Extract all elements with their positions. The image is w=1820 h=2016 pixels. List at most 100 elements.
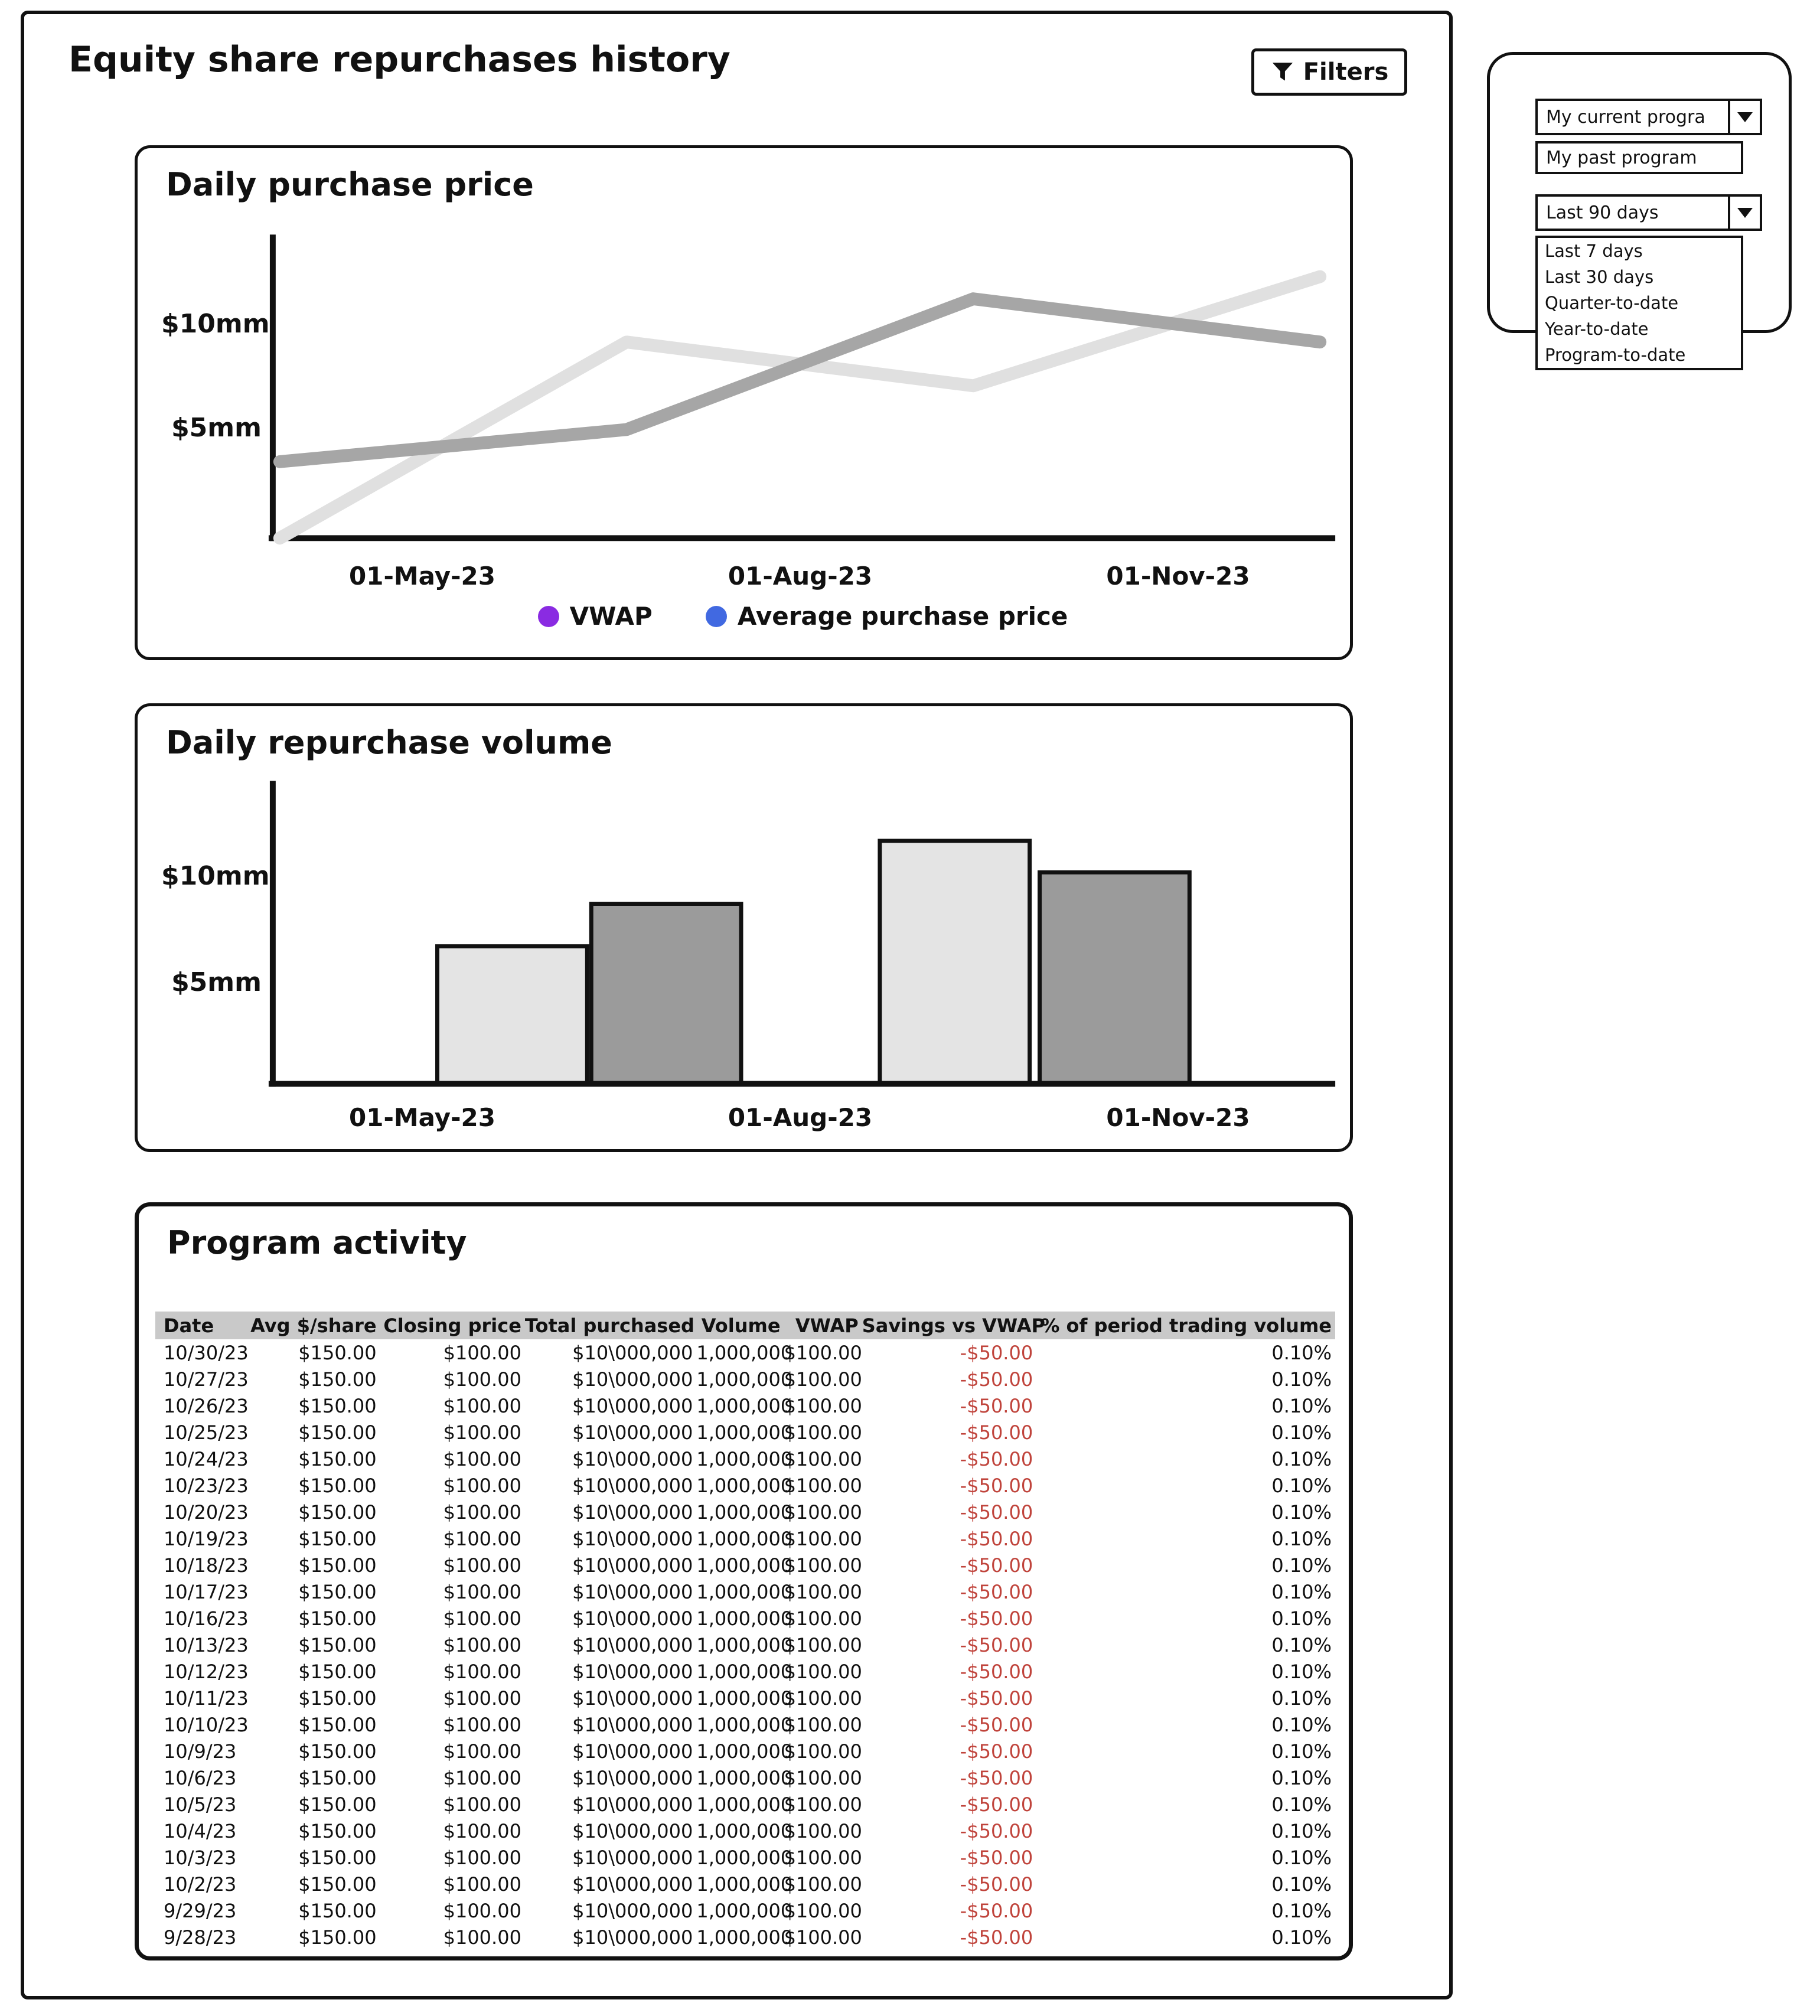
filters-button[interactable]: Filters bbox=[1251, 48, 1407, 96]
program-activity-body: 10/30/23 $150.00 $100.00 $10\000,000 1,000,0… bbox=[155, 1339, 1335, 1950]
main-panel: Equity share repurchases history Filters… bbox=[21, 11, 1453, 1999]
cell-volume: 1,000,000 bbox=[696, 1846, 793, 1869]
cell-date: 10/9/23 bbox=[164, 1740, 237, 1763]
cell-pct-of-period-trading-volume: 0.10% bbox=[1271, 1899, 1332, 1922]
cell-closing-price: $100.00 bbox=[443, 1421, 521, 1444]
cell-vwap: $100.00 bbox=[784, 1421, 862, 1444]
cell-savings-vs-vwap: -$50.00 bbox=[960, 1341, 1033, 1364]
cell-closing-price: $100.00 bbox=[443, 1686, 521, 1710]
cell-pct-of-period-trading-volume: 0.10% bbox=[1271, 1660, 1332, 1683]
cell-date: 10/27/23 bbox=[164, 1368, 249, 1391]
cell-pct-of-period-trading-volume: 0.10% bbox=[1271, 1474, 1332, 1497]
cell-total-purchased: $10\000,000 bbox=[572, 1873, 693, 1896]
daily-repurchase-volume-card: Daily repurchase volume $10mm $5mm 01-Ma… bbox=[135, 703, 1353, 1152]
table-row: 10/10/23 $150.00 $100.00 $10\000,000 1,000,0… bbox=[155, 1711, 1335, 1738]
legend-item-vwap: VWAP bbox=[537, 602, 653, 631]
cell-closing-price: $100.00 bbox=[443, 1713, 521, 1736]
cell-volume: 1,000,000 bbox=[696, 1713, 793, 1736]
cell-vwap: $100.00 bbox=[784, 1793, 862, 1816]
table-row: 10/23/23 $150.00 $100.00 $10\000,000 1,000,0… bbox=[155, 1472, 1335, 1499]
price-line-chart bbox=[268, 234, 1336, 545]
price-chart-legend: VWAP Average purchase price bbox=[273, 602, 1332, 631]
filters-popover: My current progra My past program Last 9… bbox=[1487, 52, 1792, 370]
cell-savings-vs-vwap: -$50.00 bbox=[960, 1793, 1033, 1816]
table-row: 10/17/23 $150.00 $100.00 $10\000,000 1,000,0… bbox=[155, 1578, 1335, 1605]
cell-volume: 1,000,000 bbox=[696, 1341, 793, 1364]
cell-pct-of-period-trading-volume: 0.10% bbox=[1271, 1447, 1332, 1470]
option-year-to-date[interactable]: Year-to-date bbox=[1545, 319, 1649, 339]
cell-date: 10/6/23 bbox=[164, 1766, 237, 1789]
cell-closing-price: $100.00 bbox=[443, 1341, 521, 1364]
option-last-30-days[interactable]: Last 30 days bbox=[1545, 267, 1654, 287]
cell-volume: 1,000,000 bbox=[696, 1873, 793, 1896]
cell-vwap: $100.00 bbox=[784, 1873, 862, 1896]
cell-closing-price: $100.00 bbox=[443, 1394, 521, 1417]
volume-card-title: Daily repurchase volume bbox=[166, 724, 612, 761]
column-header-date: Date bbox=[155, 1312, 250, 1339]
cell-pct-of-period-trading-volume: 0.10% bbox=[1271, 1686, 1332, 1710]
cell-date: 10/17/23 bbox=[164, 1580, 249, 1603]
cell-date: 9/29/23 bbox=[164, 1899, 237, 1922]
table-row: 10/24/23 $150.00 $100.00 $10\000,000 1,000,0… bbox=[155, 1446, 1335, 1472]
cell-total-purchased: $10\000,000 bbox=[572, 1740, 693, 1763]
cell-vwap: $100.00 bbox=[784, 1713, 862, 1736]
cell-avg-per-share: $150.00 bbox=[298, 1421, 377, 1444]
option-my-past-program[interactable]: My past program bbox=[1535, 141, 1743, 174]
chevron-down-icon[interactable] bbox=[1728, 197, 1760, 229]
option-quarter-to-date[interactable]: Quarter-to-date bbox=[1545, 293, 1679, 313]
cell-pct-of-period-trading-volume: 0.10% bbox=[1271, 1607, 1332, 1630]
y-tick-label: $5mm bbox=[171, 967, 262, 997]
cell-volume: 1,000,000 bbox=[696, 1926, 793, 1949]
x-tick-label: 01-Aug-23 bbox=[728, 1103, 873, 1132]
cell-avg-per-share: $150.00 bbox=[298, 1873, 377, 1896]
cell-date: 10/18/23 bbox=[164, 1554, 249, 1577]
period-options-list: Last 7 days Last 30 days Quarter-to-date… bbox=[1535, 236, 1743, 370]
cell-avg-per-share: $150.00 bbox=[298, 1766, 377, 1789]
cell-savings-vs-vwap: -$50.00 bbox=[960, 1554, 1033, 1577]
cell-avg-per-share: $150.00 bbox=[298, 1527, 377, 1550]
legend-label-vwap: VWAP bbox=[569, 602, 653, 631]
cell-vwap: $100.00 bbox=[784, 1633, 862, 1656]
cell-vwap: $100.00 bbox=[784, 1554, 862, 1577]
table-row: 10/9/23 $150.00 $100.00 $10\000,000 1,000,00… bbox=[155, 1738, 1335, 1764]
cell-savings-vs-vwap: -$50.00 bbox=[960, 1447, 1033, 1470]
cell-closing-price: $100.00 bbox=[443, 1740, 521, 1763]
cell-vwap: $100.00 bbox=[784, 1341, 862, 1364]
cell-closing-price: $100.00 bbox=[443, 1660, 521, 1683]
program-select[interactable]: My current progra bbox=[1535, 99, 1762, 135]
x-tick-label: 01-May-23 bbox=[349, 562, 495, 591]
column-header-volume: Volume bbox=[696, 1312, 784, 1339]
cell-date: 9/28/23 bbox=[164, 1926, 237, 1949]
cell-closing-price: $100.00 bbox=[443, 1554, 521, 1577]
y-tick-label: $10mm bbox=[161, 309, 270, 339]
cell-volume: 1,000,000 bbox=[696, 1660, 793, 1683]
cell-volume: 1,000,000 bbox=[696, 1474, 793, 1497]
cell-vwap: $100.00 bbox=[784, 1607, 862, 1630]
cell-pct-of-period-trading-volume: 0.10% bbox=[1271, 1421, 1332, 1444]
chevron-down-icon[interactable] bbox=[1728, 101, 1760, 133]
cell-pct-of-period-trading-volume: 0.10% bbox=[1271, 1554, 1332, 1577]
average-purchase-price-legend-dot bbox=[705, 605, 727, 627]
cell-avg-per-share: $150.00 bbox=[298, 1368, 377, 1391]
period-select[interactable]: Last 90 days bbox=[1535, 194, 1762, 231]
cell-total-purchased: $10\000,000 bbox=[572, 1766, 693, 1789]
cell-total-purchased: $10\000,000 bbox=[572, 1819, 693, 1842]
table-row: 10/2/23 $150.00 $100.00 $10\000,000 1,000,00… bbox=[155, 1871, 1335, 1897]
cell-date: 10/20/23 bbox=[164, 1500, 249, 1524]
cell-closing-price: $100.00 bbox=[443, 1500, 521, 1524]
cell-date: 10/12/23 bbox=[164, 1660, 249, 1683]
cell-savings-vs-vwap: -$50.00 bbox=[960, 1740, 1033, 1763]
table-row: 10/30/23 $150.00 $100.00 $10\000,000 1,000,0… bbox=[155, 1339, 1335, 1366]
option-program-to-date[interactable]: Program-to-date bbox=[1545, 345, 1686, 365]
cell-date: 10/19/23 bbox=[164, 1527, 249, 1550]
cell-closing-price: $100.00 bbox=[443, 1447, 521, 1470]
cell-avg-per-share: $150.00 bbox=[298, 1474, 377, 1497]
cell-total-purchased: $10\000,000 bbox=[572, 1633, 693, 1656]
cell-avg-per-share: $150.00 bbox=[298, 1713, 377, 1736]
cell-volume: 1,000,000 bbox=[696, 1500, 793, 1524]
cell-pct-of-period-trading-volume: 0.10% bbox=[1271, 1713, 1332, 1736]
price-card-title: Daily purchase price bbox=[166, 166, 534, 203]
cell-vwap: $100.00 bbox=[784, 1394, 862, 1417]
option-last-7-days[interactable]: Last 7 days bbox=[1545, 241, 1643, 261]
column-header-vwap: VWAP bbox=[784, 1312, 862, 1339]
